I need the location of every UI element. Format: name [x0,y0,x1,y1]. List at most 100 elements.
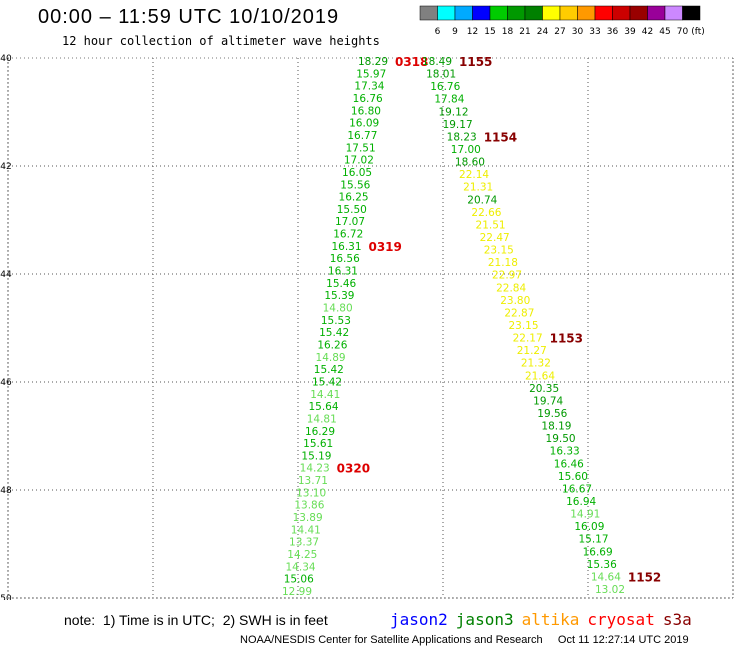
wave-height-value: 19.17 [443,119,473,131]
wave-height-value: 22.66 [471,207,501,219]
wave-height-value: 15.42 [314,364,344,376]
wave-height-value: 13.89 [293,512,323,524]
wave-height-value: 15.53 [321,315,351,327]
satellite-label: altika [521,610,580,629]
wave-height-value: 13.10 [296,487,326,499]
wave-height-value: 20.35 [529,383,559,395]
wave-height-value: 15.19 [301,450,331,462]
wave-height-value: 18.29 [358,56,388,68]
wave-height-value: 15.06 [284,574,314,586]
wave-height-value: 18.49 [422,56,452,68]
wave-height-value: 15.42 [312,376,342,388]
wave-height-value: 18.23 [447,131,477,143]
satellite-label: s3a [662,610,692,629]
wave-height-value: 15.50 [337,204,367,216]
wave-height-value: 18.01 [426,69,456,81]
color-legend: 6 9 12 15 18 21 24 27 30 33 36 39 42 45 70 (ft) [419,5,705,37]
wave-height-value: 21.27 [517,345,547,357]
wave-height-value: 16.46 [554,458,584,470]
time-marker-label: 1155 [459,55,492,69]
wave-height-value: 14.23 [300,463,330,475]
y-tick-label: 46 [0,378,12,388]
wave-height-value: 17.51 [346,142,376,154]
wave-height-value: 19.12 [438,106,468,118]
time-marker-label: 1152 [628,570,661,584]
legend-level-label: 36 [607,27,619,37]
wave-height-value: 22.17 [513,333,543,345]
wave-height-value: 13.37 [289,537,319,549]
wave-height-value: 16.09 [574,521,604,533]
wave-height-value: 14.34 [286,561,316,573]
wave-height-value: 18.19 [541,421,571,433]
legend-level-label: 70 [677,27,689,37]
wave-height-value: 16.80 [351,105,381,117]
legend-level-label: 18 [502,27,514,37]
wave-height-value: 16.31 [331,241,361,253]
legend-level-label: 39 [624,27,636,37]
wave-height-value: 16.56 [330,253,360,265]
wave-height-value: 16.76 [353,93,383,105]
wave-height-value: 21.64 [525,370,555,382]
wave-height-value: 23.15 [508,320,538,332]
wave-height-value: 14.64 [591,571,621,583]
wave-height-value: 15.97 [356,68,386,80]
wave-height-value: 13.71 [298,475,328,487]
note-text: note: 1) Time is in UTC; 2) SWH is in fe… [64,612,328,628]
legend-level-label: 27 [554,27,565,37]
wave-height-value: 17.02 [344,155,374,167]
legend-level-label: 21 [519,27,530,37]
wave-height-value: 16.33 [550,446,580,458]
wave-height-value: 14.80 [323,303,353,315]
wave-height-value: 16.09 [349,118,379,130]
y-tick-label: 40 [0,54,12,64]
wave-height-value: 17.07 [335,216,365,228]
y-tick-label: 48 [0,486,12,496]
legend-level-label: 42 [642,27,653,37]
wave-height-value: 14.89 [316,352,346,364]
wave-height-value: 21.31 [463,182,493,194]
legend-level-label: 12 [467,27,478,37]
wave-height-value: 14.25 [287,549,317,561]
legend-level-label: 30 [572,27,584,37]
wave-height-value: 19.56 [537,408,567,420]
time-marker-label: 0320 [337,462,370,476]
wave-height-value: 14.41 [291,524,321,536]
wave-height-value: 16.25 [339,192,369,204]
wave-height-value: 15.42 [319,327,349,339]
satellite-legend: jason2 jason3 altika cryosat s3a [390,610,700,629]
y-tick-label: 50 [0,594,12,600]
wave-height-value: 13.02 [595,584,625,596]
legend-level-label: 6 [435,27,441,37]
wave-height-value: 16.77 [347,130,377,142]
wave-height-value: 17.34 [354,81,384,93]
wave-height-value: 16.76 [430,81,460,93]
wave-height-value: 23.15 [484,245,514,257]
satellite-label: jason3 [455,610,514,629]
wave-height-value: 14.91 [570,509,600,521]
wave-height-value: 13.86 [294,500,324,512]
wave-height-value: 19.74 [533,395,563,407]
wave-height-value: 22.87 [504,307,534,319]
legend-level-label: 24 [537,27,549,37]
satellite-label: cryosat [587,610,655,629]
wave-height-value: 15.64 [308,401,338,413]
y-tick-label: 42 [0,162,11,172]
time-marker-label: 1154 [484,130,517,144]
wave-height-value: 19.50 [546,433,576,445]
wave-height-value: 12.99 [282,586,312,598]
wave-height-value: 14.81 [307,413,337,425]
legend-level-label: 45 [659,27,670,37]
wave-height-value: 16.67 [562,483,592,495]
time-marker-label: 0318 [395,55,428,69]
wave-height-value: 21.18 [488,257,518,269]
wave-height-value: 17.00 [451,144,481,156]
legend-unit-label: (ft) [691,27,705,37]
wave-height-map: 15015315615916216540424446485018.2915.97… [0,54,734,600]
wave-height-value: 16.94 [566,496,596,508]
wave-height-value: 21.32 [521,358,551,370]
legend-level-label: 9 [452,27,458,37]
wave-height-value: 15.61 [303,438,333,450]
wave-height-value: 16.69 [583,546,613,558]
legend-level-label: 33 [589,27,600,37]
wave-height-value: 15.17 [578,534,608,546]
